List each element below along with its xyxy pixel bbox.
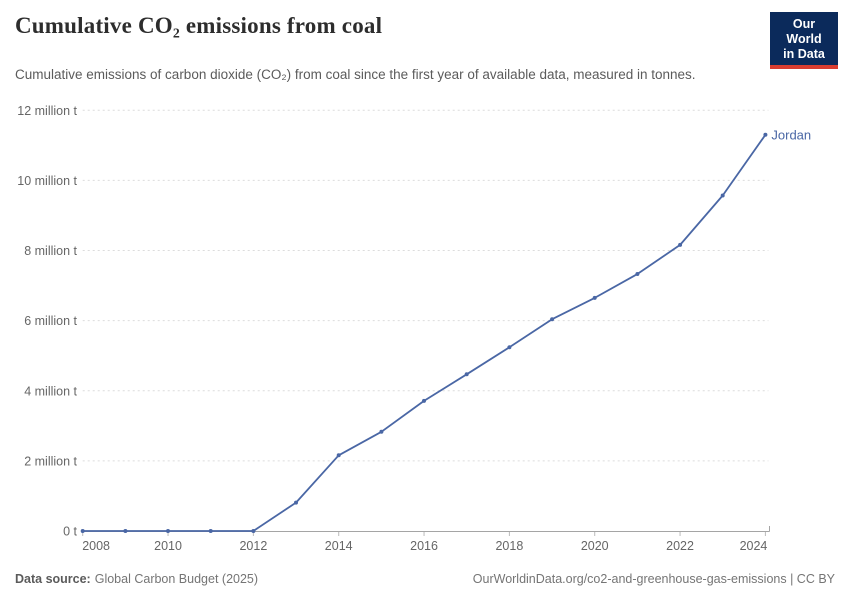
data-point-marker [635, 272, 640, 276]
chart-title: Cumulative CO₂ emissions from coal [15, 13, 383, 38]
data-point-marker [422, 398, 426, 403]
data-point-marker [294, 500, 298, 505]
data-point-marker [678, 242, 683, 247]
y-axis-tick-label: 4 million t [24, 384, 77, 398]
x-axis-tick-label: 2018 [495, 539, 523, 553]
data-point-marker [251, 529, 256, 533]
data-point-marker [464, 372, 469, 377]
y-axis-tick-label: 12 million t [17, 104, 77, 118]
x-axis-tick-label: 2010 [154, 539, 182, 553]
x-axis-tick-label: 2016 [410, 539, 438, 553]
data-source: Data source: Global Carbon Budget (2025) [15, 572, 258, 586]
x-axis-tick-label: 2008 [82, 539, 110, 553]
data-point-marker [80, 529, 85, 533]
x-axis-tick-label: 2012 [239, 539, 267, 553]
y-axis-tick-label: 8 million t [24, 244, 77, 258]
x-axis-tick-label: 2020 [581, 539, 609, 553]
data-point-marker [550, 317, 555, 322]
data-point-marker [166, 529, 170, 533]
trend-line [81, 133, 767, 532]
data-point-marker [507, 345, 512, 350]
owid-logo: Our World in Data [770, 12, 838, 69]
data-point-marker [592, 295, 597, 300]
data-source-value: Global Carbon Budget (2025) [94, 572, 259, 586]
owid-logo-line2: in Data [783, 47, 825, 61]
x-axis-tick-label: 2014 [325, 539, 353, 553]
data-point-marker [336, 453, 341, 458]
chart-footer: Data source: Global Carbon Budget (2025) … [15, 572, 835, 586]
data-point-marker [123, 529, 128, 533]
data-point-marker [208, 529, 213, 533]
data-point-marker [379, 429, 384, 434]
data-point-marker [763, 132, 768, 137]
data-point-marker [720, 193, 725, 198]
x-axis-tick-label: 2022 [666, 539, 694, 553]
line-chart: 0 t 2 million t 4 million t 6 million t 8 mi… [17, 104, 811, 553]
y-axis-tick-label: 10 million t [17, 174, 77, 188]
y-axis-tick-label: 2 million t [24, 454, 77, 468]
citation-text: OurWorldinData.org/co2-and-greenhouse-ga… [472, 572, 835, 586]
x-axis-tick-label: 2024 [740, 539, 768, 553]
owid-logo-line1: Our World [786, 17, 822, 46]
chart-subtitle: Cumulative emissions of carbon dioxide (… [15, 66, 696, 82]
y-axis-tick-label: 0 t [63, 525, 77, 539]
series-end-label: Jordan [771, 127, 811, 142]
data-source-label: Data source: [15, 572, 91, 586]
y-axis-tick-label: 6 million t [24, 314, 77, 328]
